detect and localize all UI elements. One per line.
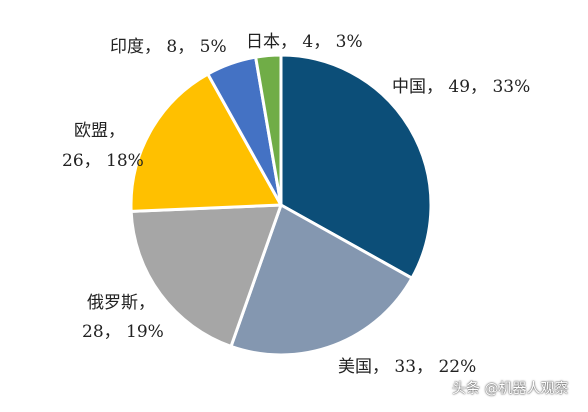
slice-china xyxy=(279,53,433,280)
label-eu-line2: 26， 18% xyxy=(62,151,144,171)
slice-japan xyxy=(254,53,283,207)
slice-usa xyxy=(229,203,414,357)
label-japan: 日本， 4， 3% xyxy=(246,32,363,52)
slice-russia xyxy=(129,203,283,348)
pie-slices xyxy=(129,53,433,357)
slice-eu xyxy=(129,72,283,213)
label-china: 中国， 49， 33% xyxy=(392,77,530,97)
watermark: 头条 @机器人观察 xyxy=(452,381,569,397)
label-russia-line1: 俄罗斯， xyxy=(87,293,155,313)
label-russia-line2: 28， 19% xyxy=(82,322,164,342)
label-usa: 美国， 33， 22% xyxy=(338,357,476,377)
label-india: 印度， 8， 5% xyxy=(110,37,227,57)
label-eu-line1: 欧盟， xyxy=(74,121,125,141)
